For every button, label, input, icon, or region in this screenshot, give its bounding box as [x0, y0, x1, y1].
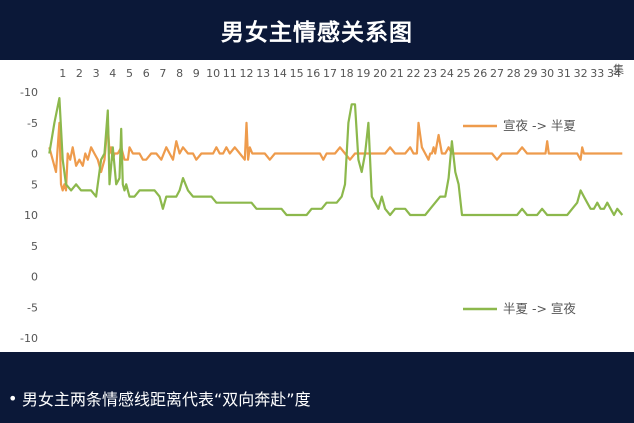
x-tick-label: 28 — [507, 67, 521, 80]
x-tick-label: 4 — [109, 67, 116, 80]
x-tick-label: 20 — [373, 67, 387, 80]
emotion-line-chart: 1 2 3 4 5 6 7 8 9 10 11 12 13 14 15 16 17 18 19 20 21 22 23 24 2… — [20, 62, 624, 345]
y-tick-label: 0 — [31, 271, 38, 284]
bullet-icon: • — [8, 388, 18, 408]
x-tick-labels: 1 2 3 4 5 6 7 8 9 10 11 12 13 14 15 16 17 18 19 20 21 22 23 24 2… — [59, 67, 621, 80]
x-tick-label: 9 — [193, 67, 200, 80]
x-tick-label: 29 — [524, 67, 538, 80]
page-title: 男女主情感关系图 — [221, 20, 413, 46]
x-tick-label: 24 — [440, 67, 454, 80]
y-tick-label: 10 — [24, 209, 38, 222]
y-tick-label: -5 — [27, 117, 38, 130]
series-line-orange — [48, 121, 623, 192]
footer-bullet-line: • 男女主两条情感线距离代表“双向奔赴”度 — [8, 386, 311, 410]
x-unit-label: 集 — [613, 62, 624, 76]
y-tick-label: 5 — [31, 240, 38, 253]
footer: • 男女主两条情感线距离代表“双向奔赴”度 — [0, 352, 634, 423]
x-tick-label: 34 — [607, 67, 621, 80]
x-tick-label: 26 — [473, 67, 487, 80]
x-tick-label: 3 — [93, 67, 100, 80]
x-tick-label: 27 — [490, 67, 504, 80]
x-tick-label: 19 — [356, 67, 370, 80]
y-tick-label: -5 — [27, 301, 38, 314]
series-line-green — [48, 96, 624, 217]
y-tick-label: -10 — [20, 332, 38, 345]
x-tick-label: 15 — [290, 67, 304, 80]
x-tick-label: 33 — [590, 67, 604, 80]
x-tick-label: 11 — [223, 67, 237, 80]
x-tick-label: 23 — [423, 67, 437, 80]
x-tick-label: 16 — [306, 67, 320, 80]
x-tick-label: 14 — [273, 67, 287, 80]
x-tick-label: 18 — [340, 67, 354, 80]
y-tick-label: -10 — [20, 86, 38, 99]
x-tick-label: 6 — [143, 67, 150, 80]
x-tick-label: 7 — [159, 67, 166, 80]
x-tick-label: 25 — [457, 67, 471, 80]
x-tick-label: 10 — [206, 67, 220, 80]
x-tick-label: 17 — [323, 67, 337, 80]
x-tick-label: 31 — [557, 67, 571, 80]
footer-text: 男女主两条情感线距离代表“双向奔赴”度 — [22, 390, 311, 409]
x-tick-label: 2 — [76, 67, 83, 80]
x-tick-label: 5 — [126, 67, 133, 80]
chart-panel: 1 2 3 4 5 6 7 8 9 10 11 12 13 14 15 16 17 18 19 20 21 22 23 24 2… — [0, 60, 634, 352]
x-tick-label: 1 — [59, 67, 66, 80]
x-tick-label: 13 — [256, 67, 270, 80]
y-tick-labels: -10 -5 0 5 10 5 0 -5 -10 — [20, 86, 38, 345]
x-tick-label: 32 — [574, 67, 588, 80]
y-tick-label: 0 — [31, 148, 38, 161]
x-tick-label: 22 — [407, 67, 421, 80]
legend: 宣夜 -> 半夏 半夏 -> 宣夜 — [463, 118, 576, 316]
x-tick-label: 8 — [176, 67, 183, 80]
series-group — [48, 96, 624, 217]
x-tick-label: 21 — [390, 67, 404, 80]
x-tick-label: 12 — [240, 67, 254, 80]
legend-label-green: 半夏 -> 宣夜 — [503, 301, 576, 316]
legend-label-orange: 宣夜 -> 半夏 — [503, 118, 576, 133]
x-tick-label: 30 — [540, 67, 554, 80]
y-tick-label: 5 — [31, 178, 38, 191]
